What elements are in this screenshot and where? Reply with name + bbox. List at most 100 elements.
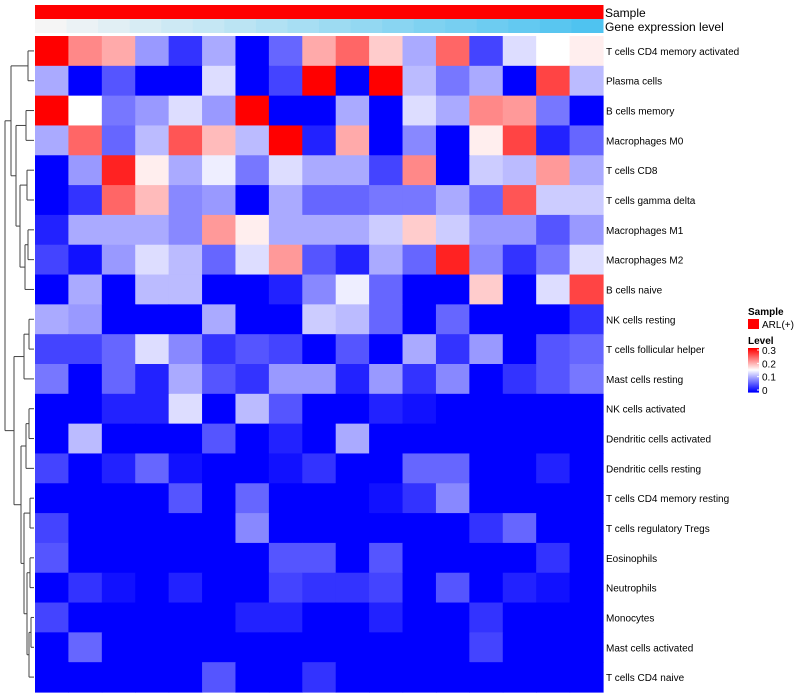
heatmap-cell (435, 334, 470, 365)
heatmap-cell (168, 155, 203, 186)
heatmap-cell (402, 155, 437, 186)
heatmap-cell (35, 65, 70, 97)
heatmap-cell (335, 304, 370, 335)
heatmap-cell (235, 95, 270, 127)
legend-colorbar-step (748, 386, 759, 388)
legend-colorbar-step (748, 372, 759, 374)
heatmap-cell (569, 483, 604, 514)
heatmap-cell (536, 423, 571, 455)
legend-colorbar-step (748, 365, 759, 367)
heatmap-cell (435, 185, 470, 216)
heatmap-cell (168, 662, 203, 693)
heatmap-cell (369, 513, 404, 544)
expression-track-cell (66, 19, 99, 33)
heatmap-cell (68, 453, 103, 484)
legend-colorbar-step (748, 361, 759, 363)
heatmap-cell (268, 393, 303, 425)
legend-colorbar-step (748, 364, 759, 366)
heatmap-cell (135, 36, 170, 67)
heatmap-cell (502, 364, 537, 395)
heatmap-cell (135, 542, 170, 574)
expression-track-cell (224, 19, 257, 33)
heatmap-cell (235, 65, 270, 97)
heatmap-cell (68, 95, 103, 127)
heatmap-cell (202, 453, 237, 484)
heatmap-cell (68, 632, 103, 663)
heatmap-cell (135, 185, 170, 216)
heatmap-cell (135, 453, 170, 484)
heatmap-cell (202, 185, 237, 216)
sample-track-cell (192, 5, 225, 19)
heatmap-cell (569, 36, 604, 67)
heatmap-cell (469, 304, 504, 335)
heatmap-cell (101, 274, 136, 305)
heatmap-cell (402, 95, 437, 127)
heatmap-cell (502, 572, 537, 604)
heatmap-cell (502, 36, 537, 67)
heatmap-cell (35, 274, 70, 305)
heatmap-cell (202, 423, 237, 455)
heatmap-cell (101, 36, 136, 67)
heatmap-cell (135, 483, 170, 514)
heatmap-cell (569, 334, 604, 365)
row-dendrogram (4, 50, 34, 678)
heatmap-cell (68, 602, 103, 633)
heatmap-cell (369, 542, 404, 574)
sample-track-cell (571, 5, 604, 19)
heatmap-cell (68, 393, 103, 425)
row-label: Eosinophils (606, 554, 657, 565)
expression-track-cell (508, 19, 541, 33)
heatmap-cell (435, 572, 470, 604)
sample-track-cell (382, 5, 415, 19)
legend-colorbar-step (748, 360, 759, 362)
heatmap-cell (402, 125, 437, 156)
heatmap-cell (435, 304, 470, 335)
heatmap-cell (335, 483, 370, 514)
heatmap-cell (402, 513, 437, 544)
heatmap-cell (569, 214, 604, 246)
heatmap-cell (335, 364, 370, 395)
heatmap-cell (101, 572, 136, 604)
heatmap-cell (569, 95, 604, 127)
heatmap-cell (168, 304, 203, 335)
heatmap-cell (235, 662, 270, 693)
heatmap-cell (235, 304, 270, 335)
legend-colorbar-step (748, 385, 759, 387)
legend-tick-label: 0.2 (762, 359, 776, 370)
heatmap-cell (268, 125, 303, 156)
sample-track-cell (508, 5, 541, 19)
legend-sample-label: ARL(+) (762, 320, 794, 331)
heatmap-cell (35, 364, 70, 395)
heatmap-cell (202, 393, 237, 425)
legend-colorbar-step (748, 380, 759, 382)
heatmap-cell (569, 364, 604, 395)
heatmap-cell (202, 542, 237, 574)
heatmap-cell (536, 453, 571, 484)
heatmap-cell (135, 334, 170, 365)
heatmap-cell (335, 393, 370, 425)
heatmap-cell (335, 125, 370, 156)
heatmap-cells (35, 36, 604, 693)
heatmap-cell (435, 602, 470, 633)
row-label: T cells CD4 naive (606, 673, 685, 684)
heatmap-cell (402, 602, 437, 633)
heatmap-cell (502, 274, 537, 305)
heatmap-cell (469, 483, 504, 514)
sample-track-cell (35, 5, 68, 19)
heatmap-cell (335, 155, 370, 186)
heatmap-cell (536, 572, 571, 604)
heatmap-cell (536, 36, 571, 67)
heatmap-cell (502, 95, 537, 127)
heatmap-cell (536, 214, 571, 246)
heatmap-cell (402, 244, 437, 276)
heatmap-cell (369, 334, 404, 365)
legend-colorbar-step (748, 366, 759, 368)
legend-colorbar-step (748, 359, 759, 361)
heatmap-cell (569, 393, 604, 425)
heatmap-cell (369, 632, 404, 663)
expression-track-cell (382, 19, 415, 33)
heatmap-cell (35, 95, 70, 127)
heatmap-cell (435, 125, 470, 156)
heatmap-cell (101, 214, 136, 246)
heatmap-cell (135, 513, 170, 544)
